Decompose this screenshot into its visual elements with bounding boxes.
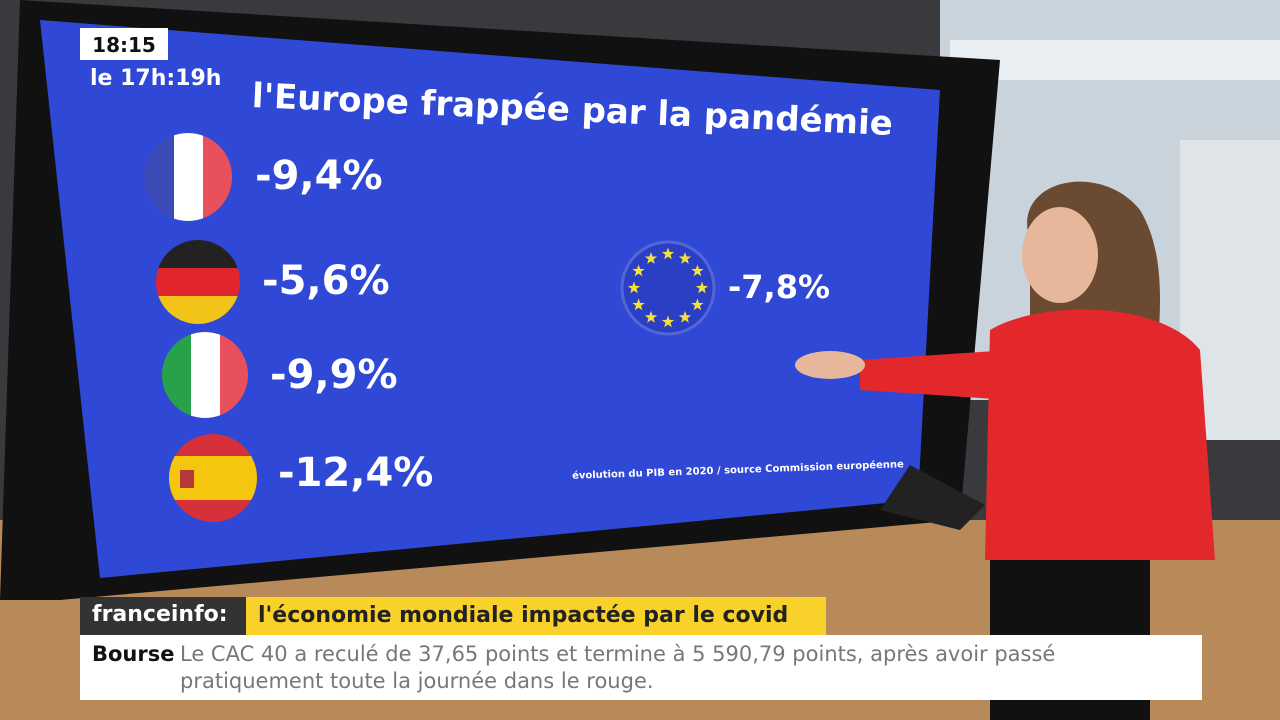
presenter-hand (795, 351, 865, 379)
country-value: -12,4% (278, 450, 434, 496)
country-value: -5,6% (262, 258, 390, 304)
ticker-label: Bourse (92, 642, 175, 666)
brand: franceinfo: (92, 602, 228, 627)
eu-star (691, 264, 704, 277)
program-name: le 17h:19h (90, 66, 222, 91)
brand-box (80, 597, 246, 635)
eu-star (695, 281, 709, 294)
presenter-face (1022, 207, 1098, 303)
eu-star (644, 252, 658, 264)
eu-star (627, 281, 641, 294)
ticker-box (80, 635, 1202, 700)
screen (40, 20, 940, 578)
eu-star (691, 298, 704, 311)
clock-box (80, 28, 168, 60)
ticker-text: Le CAC 40 a reculé de 37,65 points et te… (180, 642, 1056, 693)
eu-star (678, 310, 692, 323)
eu-star (632, 298, 645, 311)
presenter-sweater (985, 309, 1215, 560)
eu-star (678, 252, 692, 264)
ceiling-panel (950, 40, 1280, 80)
eu-star (661, 247, 675, 260)
flag-spain (169, 434, 257, 522)
eu-star (632, 264, 645, 277)
eu-stars (627, 247, 709, 328)
country-value: -9,9% (270, 352, 398, 398)
headline: l'économie mondiale impactée par le covi… (258, 603, 789, 628)
headline-box (246, 597, 826, 635)
eu-flag (620, 240, 716, 336)
eu-star (661, 315, 675, 328)
tablet (880, 465, 985, 530)
flag-germany (156, 240, 240, 324)
presenter-arm (860, 350, 1010, 400)
eu-star (644, 310, 658, 323)
clock-time: 18:15 (92, 33, 156, 57)
country-value: -9,4% (255, 153, 383, 199)
eu-value: -7,8% (728, 268, 831, 306)
